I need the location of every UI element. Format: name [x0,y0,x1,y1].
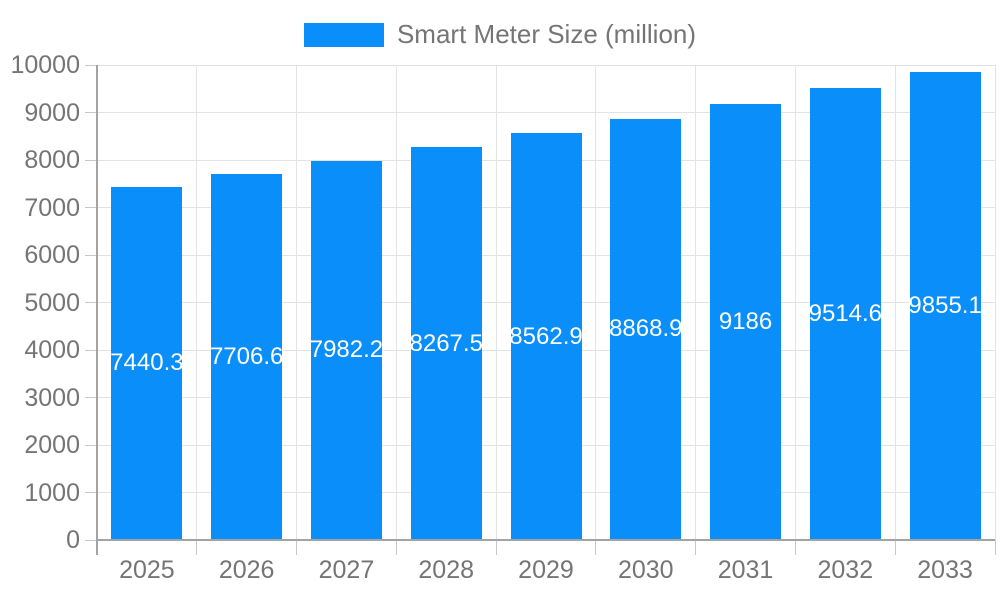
y-axis-label: 6000 [24,241,80,269]
legend-swatch [303,22,384,47]
y-axis-tick [85,159,97,161]
bar-2025: 7440.3 [110,186,184,540]
x-axis-tick [296,540,298,555]
x-axis-label: 2030 [617,556,674,584]
x-axis-tick [196,540,198,555]
y-axis-label: 4000 [24,336,80,364]
x-gridline [395,65,397,540]
x-gridline [595,65,597,540]
bar-value-label: 8267.5 [409,329,483,357]
x-gridline [296,65,298,540]
y-axis-label: 3000 [24,383,80,412]
x-gridline [994,65,996,540]
x-axis-label: 2028 [418,556,475,584]
y-gridline [97,112,995,113]
bar-2030: 8868.9 [609,118,683,540]
y-gridline [97,64,995,66]
y-axis-label: 7000 [24,193,80,222]
bar-value-label: 7440.3 [110,349,184,377]
bar-value-label: 9514.6 [808,300,883,328]
x-axis-label: 2027 [318,556,375,584]
y-axis-label: 0 [66,526,80,554]
x-gridline [196,65,198,540]
bar-value-label: 8868.9 [609,315,683,343]
x-axis-label: 2031 [717,556,774,584]
y-axis-tick [85,207,97,208]
y-axis-tick [85,64,97,66]
y-axis-tick [85,112,97,113]
x-axis-tick [695,540,697,555]
bar-2029: 8562.9 [509,133,583,540]
y-axis-line [96,65,98,555]
y-axis-tick [85,539,97,541]
x-axis-tick [894,540,896,555]
x-axis-line [97,539,995,541]
x-axis-label: 2026 [218,556,275,584]
x-axis-tick [395,540,397,555]
x-axis-tick [794,540,796,555]
y-axis-label: 5000 [24,288,80,317]
bar-2027: 7982.2 [309,160,384,540]
x-axis-label: 2029 [518,556,574,584]
y-axis-label: 10000 [10,51,80,79]
y-axis-tick [85,444,97,446]
x-axis-tick [994,540,996,555]
x-axis-tick [495,540,497,555]
y-axis-tick [85,349,97,351]
bar-value-label: 8562.9 [509,322,583,350]
x-axis-label: 2025 [119,556,175,584]
x-axis-label: 2032 [817,556,874,584]
bar-value-label: 7706.6 [209,342,284,370]
legend: Smart Meter Size (million) [0,19,1000,50]
x-gridline [695,65,697,540]
plot-area: 0 1000 2000 3000 4000 5000 6000 7000 8000 9000 100… [10,52,996,583]
y-axis-label: 8000 [24,146,80,174]
x-gridline [495,65,497,540]
x-axis-label: 2033 [917,556,973,584]
bar-2031: 9186 [710,103,782,540]
x-axis-tick [595,540,597,555]
y-axis-label: 1000 [24,478,80,507]
y-axis-tick [85,492,97,493]
bar-2033: 9855.1 [908,71,982,540]
y-axis-tick [85,254,97,256]
y-axis-label: 9000 [24,98,80,127]
bar-value-label: 9855.1 [908,291,982,319]
bar-2028: 8267.5 [409,147,483,540]
bar-value-label: 9186 [718,307,773,335]
bar-2026: 7706.6 [209,173,284,540]
x-gridline [794,65,796,540]
bar-value-label: 7982.2 [309,336,384,364]
y-axis-label: 2000 [24,431,80,459]
y-axis-tick [85,397,97,398]
x-gridline [894,65,896,540]
legend-label: Smart Meter Size (million) [396,19,697,49]
bar-2032: 9514.6 [808,88,883,540]
y-axis-tick [85,302,97,303]
